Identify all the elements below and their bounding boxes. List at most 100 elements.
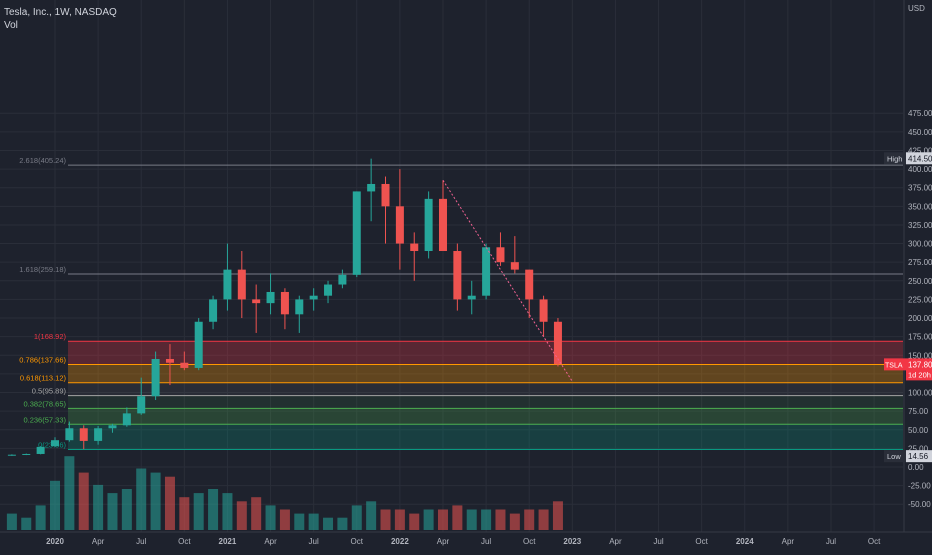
volume-label: Vol <box>4 20 18 31</box>
volume-bar <box>524 509 535 530</box>
candles-layer <box>7 158 562 456</box>
fib-band <box>68 364 903 383</box>
fib-level-label: 1.618(259.18) <box>19 265 66 274</box>
volume-bar <box>179 497 190 530</box>
candle-body <box>453 251 462 300</box>
low-label-box <box>884 450 906 463</box>
volume-bar <box>466 509 477 530</box>
price-tick-label: 25.00 <box>908 444 929 453</box>
volume-bar <box>251 497 262 530</box>
volume-bar <box>6 513 17 530</box>
volume-bar <box>265 505 276 530</box>
candle-body <box>338 274 347 285</box>
time-tick-label: Apr <box>782 537 795 546</box>
price-tick-label: 175.00 <box>908 333 932 342</box>
time-tick-label: 2022 <box>391 537 409 546</box>
volume-bar <box>35 505 46 530</box>
candle-body <box>280 291 289 315</box>
currency-label: USD <box>908 4 925 13</box>
symbol-badge <box>884 358 906 371</box>
candle-body <box>381 183 390 207</box>
candle-body <box>424 198 433 252</box>
fib-band <box>68 341 903 365</box>
volume-bar <box>495 509 506 530</box>
volume-bar <box>294 513 305 530</box>
candle-body <box>122 413 131 426</box>
candle-body <box>482 247 491 296</box>
candle-body <box>180 362 189 368</box>
candle-body <box>525 269 534 300</box>
time-tick-label: Oct <box>523 537 536 546</box>
volume-bar <box>236 501 247 530</box>
price-tick-label: 100.00 <box>908 389 932 398</box>
fib-band <box>68 424 903 450</box>
candle-body <box>367 183 376 192</box>
fib-band <box>68 382 903 396</box>
volume-bar <box>366 501 377 530</box>
time-tick-label: Apr <box>264 537 277 546</box>
fib-level-label: 2.618(405.24) <box>19 156 66 165</box>
low-value-box <box>906 450 932 463</box>
candle-body <box>553 321 562 365</box>
time-tick-label: Jul <box>136 537 146 546</box>
time-tick-label: Apr <box>92 537 105 546</box>
fib-level-label: 1(168.92) <box>34 332 67 341</box>
candle-body <box>252 299 261 304</box>
fib-level-label: 0.236(57.33) <box>23 415 66 424</box>
candle-body <box>295 299 304 315</box>
candle-body <box>324 284 333 296</box>
volume-bar <box>150 472 161 530</box>
volume-bar <box>394 509 405 530</box>
price-tick-label: 300.00 <box>908 240 932 249</box>
candle-body <box>137 396 146 414</box>
candle-body <box>266 291 275 304</box>
volume-layer <box>6 456 563 530</box>
volume-bar <box>121 489 132 530</box>
time-tick-label: Jul <box>826 537 836 546</box>
candle-body <box>108 425 117 429</box>
price-tick-label: 150.00 <box>908 351 932 360</box>
volume-bar <box>337 517 348 530</box>
price-tick-label: 0.00 <box>908 463 924 472</box>
grid-layer <box>0 0 903 532</box>
volume-bar <box>423 509 434 530</box>
time-tick-label: Apr <box>437 537 450 546</box>
volume-bar <box>279 509 290 530</box>
volume-bar <box>538 509 549 530</box>
candle-body <box>223 269 232 300</box>
volume-bar <box>50 480 60 530</box>
volume-bar <box>222 493 233 530</box>
volume-bar <box>136 468 147 530</box>
volume-bar <box>107 493 118 530</box>
fib-level-label: 0.5(95.89) <box>32 387 67 396</box>
volume-bar <box>323 517 334 530</box>
candle-body <box>237 269 246 300</box>
candle-body <box>209 299 218 322</box>
last-price-box <box>906 358 932 381</box>
high-value: 414.50 <box>908 154 932 163</box>
price-tick-label: 325.00 <box>908 221 932 230</box>
price-tick-label: 200.00 <box>908 314 932 323</box>
price-tick-label: 225.00 <box>908 295 932 304</box>
low-label: Low <box>887 452 901 461</box>
high-label-box <box>884 152 906 165</box>
price-tick-label: 375.00 <box>908 184 932 193</box>
candle-body <box>165 359 174 363</box>
time-tick-label: Oct <box>868 537 881 546</box>
time-tick-label: 2020 <box>46 537 64 546</box>
fibonacci-layer: 2.618(405.24) 1.618(259.18) 1(168.92) 0.786… <box>19 156 903 450</box>
price-tick-label: 475.00 <box>908 109 932 118</box>
candle-body <box>395 206 404 244</box>
volume-bar <box>351 505 362 530</box>
candle-body <box>36 446 45 454</box>
time-tick-label: Oct <box>695 537 708 546</box>
volume-bar <box>509 513 520 530</box>
volume-bar <box>308 513 319 530</box>
volume-bar <box>452 505 463 530</box>
candle-body <box>309 295 318 300</box>
volume-bar <box>552 501 563 530</box>
candle-body <box>7 454 16 456</box>
